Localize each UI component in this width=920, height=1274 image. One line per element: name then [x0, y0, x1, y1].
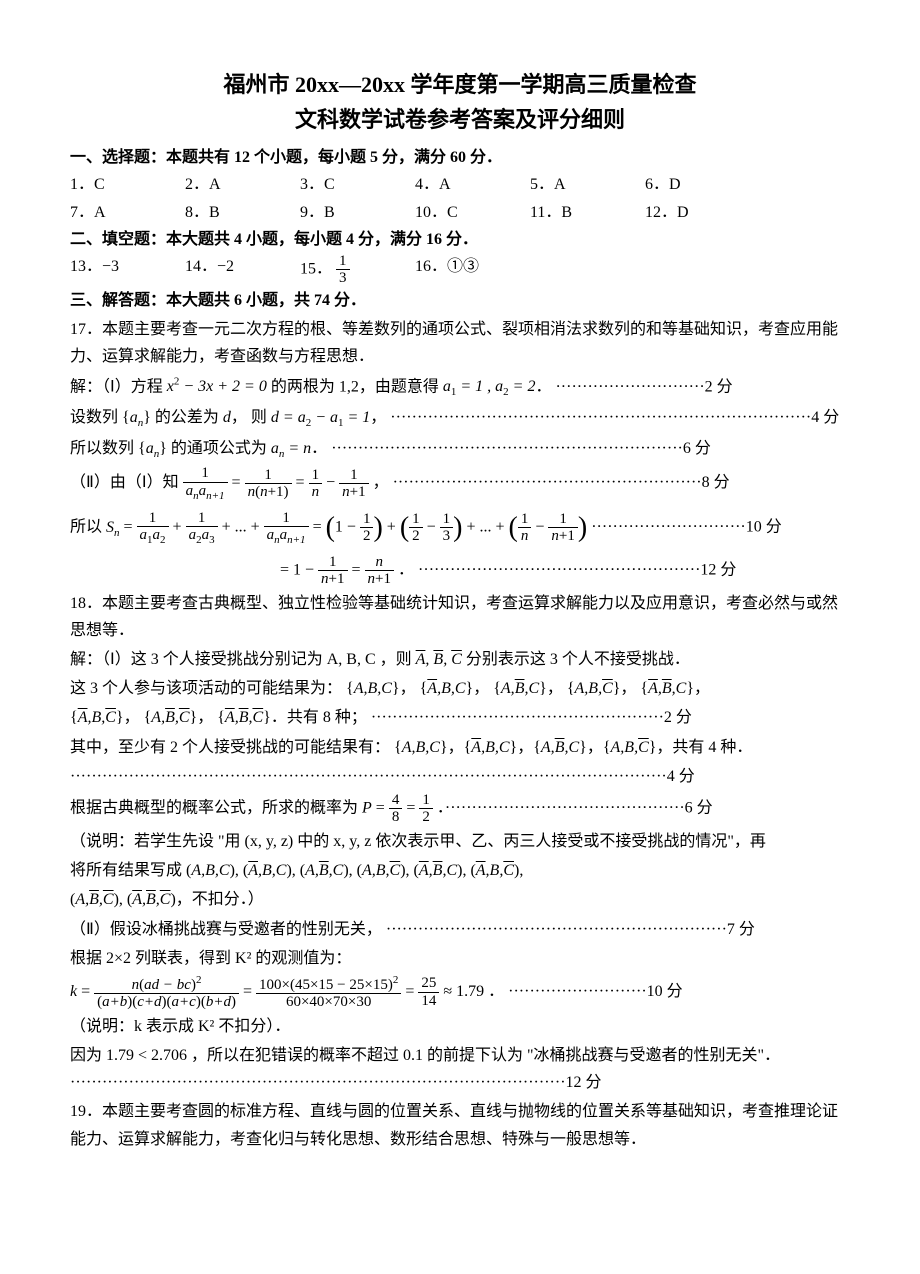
q18-line5: 根据古典概型的概率公式，所求的概率为 P = 48 = 12 ．········…	[70, 792, 850, 826]
fb-15-label: 15．	[300, 261, 332, 278]
mc-5: 5．A	[530, 171, 645, 198]
q17-line4: （Ⅱ）由（Ⅰ）知 1anan+1 = 1n(n+1) = 1n − 1n+1 ，…	[70, 465, 850, 502]
q18-ii-note: （说明：k 表示成 K² 不扣分）．	[70, 1013, 850, 1040]
mc-9: 9．B	[300, 199, 415, 226]
fb-13: 13．−3	[70, 253, 185, 287]
section-1-header: 一、选择题：本题共有 12 个小题，每小题 5 分，满分 60 分．	[70, 144, 850, 171]
q18-note2: 将所有结果写成 (A,B,C), (A,B,C), (A,B,C), (A,B,…	[70, 857, 850, 884]
mc-3: 3．C	[300, 171, 415, 198]
mc-11: 11．B	[530, 199, 645, 226]
page-title: 福州市 20xx—20xx 学年度第一学期高三质量检查	[70, 70, 850, 101]
mc-2: 2．A	[185, 171, 300, 198]
q17-line1: 解：（Ⅰ）方程 x2 − 3x + 2 = 0 的两根为 1,2，由题意得 a1…	[70, 373, 850, 402]
mc-row-1: 1．C 2．A 3．C 4．A 5．A 6．D	[70, 171, 850, 198]
q18-note1: （说明：若学生先设 "用 (x, y, z) 中的 x, y, z 依次表示甲、…	[70, 828, 850, 855]
mc-12: 12．D	[645, 199, 760, 226]
section-3-header: 三、解答题：本大题共 6 小题，共 74 分．	[70, 287, 850, 314]
q18-note3: (A,B,C), (A,B,C)，不扣分．）	[70, 886, 850, 913]
q19: 19．本题主要考查圆的标准方程、直线与圆的位置关系、直线与抛物线的位置关系等基础…	[70, 1098, 850, 1152]
q17-line6: = 1 − 1n+1 = nn+1 ． ····················…	[70, 554, 850, 588]
q17-intro: 17．本题主要考查一元二次方程的根、等差数列的通项公式、裂项相消法求数列的和等基…	[70, 316, 850, 370]
q18-line1: 解：（Ⅰ）这 3 个人接受挑战分别记为 A, B, C ，则 A, B, C 分…	[70, 646, 850, 673]
fb-row: 13．−3 14．−2 15． 13 16．①③	[70, 253, 850, 287]
mc-1: 1．C	[70, 171, 185, 198]
fb-16: 16．①③	[415, 253, 530, 287]
q17-line3: 所以数列 {an} 的通项公式为 an = n． ···············…	[70, 435, 850, 464]
mc-6: 6．D	[645, 171, 760, 198]
page-subtitle: 文科数学试卷参考答案及评分细则	[70, 101, 850, 138]
section-2-header: 二、填空题：本大题共 4 小题，每小题 4 分，满分 16 分．	[70, 226, 850, 253]
q18-line4b: ········································…	[70, 763, 850, 790]
q18-line2: 这 3 个人参与该项活动的可能结果为： {A,B,C}， {A,B,C}， {A…	[70, 675, 850, 702]
mc-7: 7．A	[70, 199, 185, 226]
mc-row-2: 7．A 8．B 9．B 10．C 11．B 12．D	[70, 199, 850, 226]
q18-intro: 18．本题主要考查古典概型、独立性检验等基础统计知识，考查运算求解能力以及应用意…	[70, 590, 850, 644]
fb-15: 15． 13	[300, 253, 415, 287]
q18-line4: 其中，至少有 2 个人接受挑战的可能结果有： {A,B,C}，{A,B,C}，{…	[70, 734, 850, 761]
mc-8: 8．B	[185, 199, 300, 226]
fb-15-frac: 13	[336, 253, 350, 287]
q17-line2: 设数列 {an} 的公差为 d， 则 d = a2 − a1 = 1， ····…	[70, 404, 850, 433]
mc-4: 4．A	[415, 171, 530, 198]
q18-ii-l2: 根据 2×2 列联表，得到 K² 的观测值为：	[70, 945, 850, 972]
q18-ii-l1: （Ⅱ）假设冰桶挑战赛与受邀者的性别无关， ···················…	[70, 916, 850, 943]
fb-14: 14．−2	[185, 253, 300, 287]
q18-ii-eq: k = n(ad − bc)2(a+b)(c+d)(a+c)(b+d) = 10…	[70, 974, 850, 1011]
q18-line3: {A,B,C}， {A,B,C}， {A,B,C}．共有 8 种； ······…	[70, 704, 850, 731]
q17-line5: 所以 Sn = 1a1a2 + 1a2a3 + ... + 1anan+1 = …	[70, 504, 850, 552]
q18-ii-l3: 因为 1.79 < 2.706 ，所以在犯错误的概率不超过 0.1 的前提下认为…	[70, 1042, 850, 1096]
mc-10: 10．C	[415, 199, 530, 226]
